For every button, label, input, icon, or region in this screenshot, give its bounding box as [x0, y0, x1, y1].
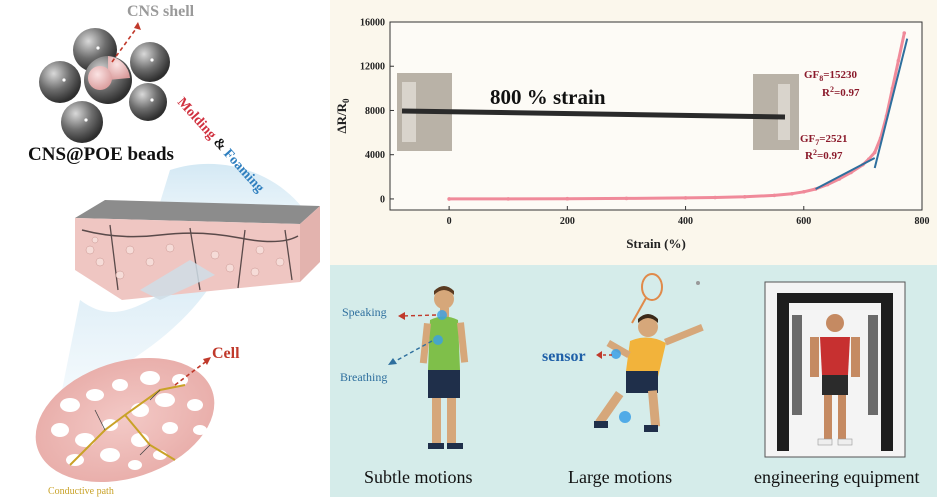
subtle-motions-caption: Subtle motions [364, 467, 473, 487]
engineering-equipment-caption: engineering equipment [754, 467, 920, 487]
x-tick-label: 0 [447, 216, 452, 227]
cns-poe-beads-label: CNS@POE beads [28, 144, 174, 165]
data-point [801, 189, 806, 194]
data-point [902, 31, 907, 35]
shell-arrow [111, 25, 139, 63]
breathing-label: Breathing [340, 370, 388, 384]
data-point [872, 150, 877, 155]
y-tick-label: 16000 [360, 18, 385, 29]
breathing-arrow [391, 340, 433, 364]
data-point [624, 196, 629, 201]
cell-arrowhead [203, 357, 211, 365]
bead-ball [39, 61, 81, 103]
cns-beads-cluster [39, 28, 170, 143]
schematic-graphic [35, 22, 320, 483]
standing-person-figure [419, 286, 469, 449]
bead-core [88, 66, 112, 90]
data-point [896, 58, 901, 63]
x-tick-label: 400 [678, 216, 693, 227]
yellow-shirt [626, 337, 666, 377]
data-point [683, 196, 688, 200]
speaking-arrow [401, 314, 437, 317]
data-point [742, 195, 747, 199]
sensor-label: sensor [542, 348, 586, 365]
speaking-label: Speaking [342, 305, 387, 319]
schematic-panel: CNS shell CNS@POE beads Molding & Foamin… [0, 0, 330, 497]
fit-line [815, 157, 876, 190]
y-axis-label: ΔR/R0 [334, 98, 351, 134]
motion-panel: Speaking Breathing sensor Subtle motions… [330, 265, 937, 497]
bead-cutaway [108, 56, 130, 80]
chart-panel: 0 200 400 600 800 0 4000 8000 12000 16000 ΔR/R0 S… [330, 0, 937, 265]
green-shirt [428, 316, 460, 370]
y-tick-label: 0 [380, 194, 385, 205]
chest-sensor-dot [433, 335, 443, 345]
knee-sensor-dot [619, 411, 631, 423]
shorts [428, 370, 460, 398]
badminton-player-figure [594, 273, 704, 432]
y-tick-label: 8000 [365, 106, 385, 117]
data-point [713, 195, 717, 200]
motion-illustrations [388, 273, 906, 458]
red-top [820, 337, 850, 375]
photo-right-clamp [753, 74, 799, 150]
data-point [890, 86, 895, 91]
x-tick-label: 800 [915, 216, 930, 227]
gym-equipment-photo [764, 281, 906, 458]
large-motions-caption: Large motions [568, 467, 673, 487]
data-point [565, 196, 570, 201]
x-axis-label: Strain (%) [626, 236, 686, 251]
data-point [790, 191, 794, 196]
cell-label: Cell [212, 345, 240, 362]
r2-gf7-annotation: R2=0.97 [805, 148, 843, 162]
cell-structure [35, 357, 215, 483]
foam-block [75, 200, 320, 300]
cns-shell-label: CNS shell [127, 3, 195, 20]
bead-ball [61, 101, 103, 143]
bead-ball [129, 83, 167, 121]
r2-gf8-annotation: R2=0.97 [822, 85, 860, 99]
neck-sensor-dot [437, 310, 447, 320]
data-point [772, 193, 777, 198]
data-point [506, 197, 511, 201]
bead-ball [130, 42, 170, 82]
racket-head [641, 273, 663, 301]
stretched-sample [401, 108, 786, 120]
y-tick-label: 4000 [365, 150, 385, 161]
conductive-path-label: Conductive path [48, 486, 114, 497]
shuttlecock [696, 281, 700, 285]
fit-line [873, 38, 909, 169]
data-point [447, 197, 451, 201]
strain-annotation: 800 % strain [490, 85, 606, 109]
x-tick-label: 200 [560, 216, 575, 227]
elbow-sensor-dot [611, 349, 621, 359]
gf7-annotation: GF7=2521 [800, 133, 848, 147]
x-tick-label: 600 [796, 216, 811, 227]
y-tick-label: 12000 [360, 62, 385, 73]
gf8-annotation: GF8=15230 [804, 69, 858, 83]
shell-arrowhead [134, 22, 141, 30]
